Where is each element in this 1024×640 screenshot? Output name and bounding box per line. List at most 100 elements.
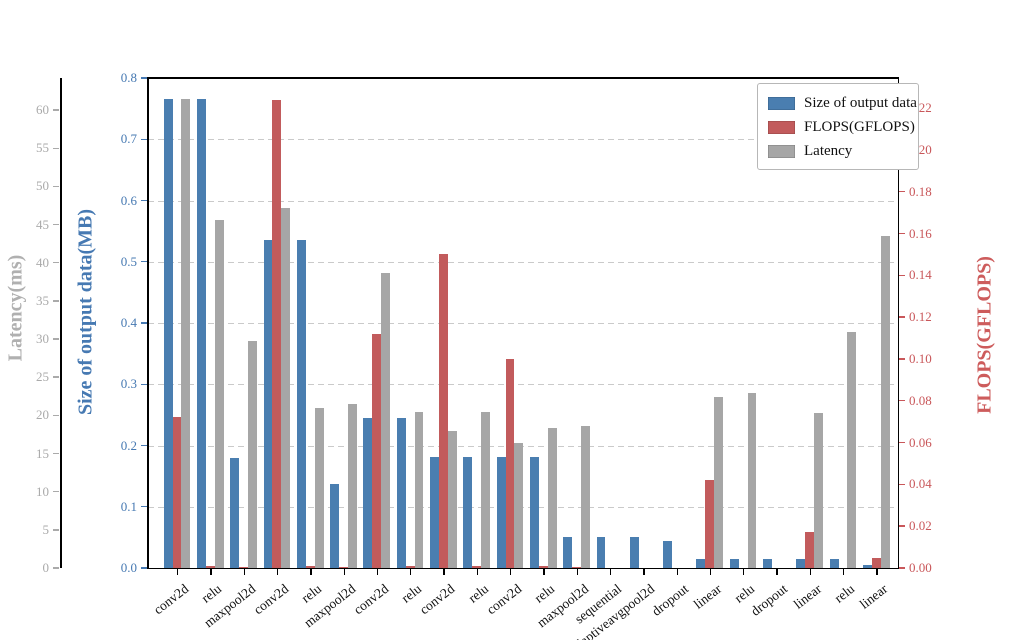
legend-label-latency: Latency bbox=[804, 142, 853, 159]
right-tick-mark bbox=[899, 274, 905, 277]
left_outer-tick-label: 50 bbox=[36, 178, 49, 194]
left_outer-tick-mark bbox=[53, 452, 59, 455]
x-tick-mark bbox=[809, 569, 812, 575]
x-tick-mark bbox=[876, 569, 878, 575]
left_inner-tick-label: 0.4 bbox=[120, 315, 137, 330]
right-tick-label: 0.02 bbox=[909, 518, 932, 534]
flops-series-swatch bbox=[768, 120, 795, 134]
left_outer-tick-mark bbox=[53, 262, 59, 264]
right-tick-label: 0.06 bbox=[909, 434, 932, 450]
right-tick-mark bbox=[899, 400, 905, 402]
left_inner-tick-label: 0.5 bbox=[120, 253, 137, 269]
bar-size-of-output-data-relu-2 bbox=[196, 99, 206, 568]
left_outer-tick-label: 30 bbox=[36, 331, 49, 347]
left_outer-tick-label: 35 bbox=[36, 292, 49, 308]
bar-latency-relu-2 bbox=[214, 219, 224, 568]
left_outer-tick-label: 45 bbox=[36, 216, 49, 232]
bar-latency-maxpool2d-6 bbox=[347, 403, 357, 568]
bar-size-of-output-data-relu-8 bbox=[396, 417, 406, 568]
bar-size-of-output-data-dropout-19 bbox=[763, 558, 772, 568]
left_inner-tick-label: 0.6 bbox=[120, 192, 137, 208]
legend-item-flops: FLOPS(GFLOPS) bbox=[768, 115, 915, 139]
left_inner-tick-label: 0.1 bbox=[120, 498, 137, 514]
right-tick-label: 0.08 bbox=[909, 392, 932, 408]
bar-latency-linear-22 bbox=[880, 235, 890, 568]
right-tick-label: 0.18 bbox=[909, 183, 932, 199]
left_inner-tick-label: 0.7 bbox=[120, 131, 137, 147]
left_outer-tick-label: 20 bbox=[36, 407, 49, 423]
x-tick-mark bbox=[443, 569, 445, 575]
x-tick-mark bbox=[743, 569, 745, 575]
left_outer-tick-label: 5 bbox=[42, 521, 50, 537]
bar-flops-gflops-conv2d-4 bbox=[272, 99, 282, 568]
x-tick-mark bbox=[843, 569, 845, 575]
left_outer-tick-label: 40 bbox=[36, 254, 49, 270]
bar-size-of-output-data-adaptiveavgpool2d-15 bbox=[629, 537, 639, 568]
left_outer-tick-mark bbox=[53, 376, 59, 378]
latency-axis-spine bbox=[60, 78, 62, 568]
legend: Size of output data FLOPS(GFLOPS) Latenc… bbox=[757, 83, 919, 170]
left_inner-tick-mark bbox=[141, 322, 147, 324]
x-tick-mark bbox=[343, 569, 345, 575]
bar-size-of-output-data-maxpool2d-13 bbox=[563, 537, 573, 568]
right-tick-mark bbox=[899, 191, 905, 193]
bar-size-of-output-data-sequential-14 bbox=[596, 537, 606, 568]
bar-flops-gflops-maxpool2d-3 bbox=[239, 566, 249, 568]
legend-item-latency: Latency bbox=[768, 139, 908, 163]
bar-flops-gflops-conv2d-1 bbox=[172, 417, 182, 568]
bar-size-of-output-data-conv2d-1 bbox=[163, 99, 173, 568]
plot-spine-bottom bbox=[147, 567, 899, 570]
bar-flops-gflops-maxpool2d-13 bbox=[572, 566, 582, 568]
left_outer-tick-mark bbox=[53, 490, 59, 493]
x-tick-mark bbox=[410, 569, 412, 575]
left_outer-tick-mark bbox=[53, 300, 59, 302]
left_inner-tick-mark bbox=[141, 138, 147, 140]
x-tick-mark bbox=[543, 569, 545, 575]
bar-size-of-output-data-relu-10 bbox=[463, 456, 473, 568]
x-tick-mark bbox=[510, 569, 512, 575]
bar-latency-conv2d-11 bbox=[514, 442, 524, 568]
legend-item-size: Size of output data bbox=[768, 91, 917, 115]
right-tick-label: 0.14 bbox=[909, 267, 932, 283]
bar-size-of-output-data-relu-18 bbox=[729, 558, 739, 568]
bar-latency-relu-5 bbox=[314, 407, 324, 568]
bar-flops-gflops-relu-10 bbox=[472, 565, 482, 568]
plot-spine-left bbox=[147, 77, 149, 569]
left_inner-tick-mark bbox=[141, 199, 147, 202]
left_outer-tick-mark bbox=[53, 338, 59, 340]
bar-size-of-output-data-relu-5 bbox=[296, 240, 306, 568]
legend-label-size: Size of output data bbox=[804, 94, 917, 111]
plot-spine-right bbox=[897, 77, 900, 569]
x-tick-mark bbox=[776, 569, 778, 575]
right-tick-mark bbox=[899, 232, 905, 235]
right-tick-mark bbox=[899, 441, 905, 444]
right-tick-label: 0.10 bbox=[909, 350, 932, 366]
gridline bbox=[148, 384, 898, 386]
left_inner-tick-mark bbox=[141, 383, 147, 385]
left_inner-tick-label: 0.0 bbox=[120, 560, 137, 575]
bar-flops-gflops-conv2d-7 bbox=[372, 333, 382, 568]
left_outer-tick-mark bbox=[53, 567, 59, 569]
x-tick-mark bbox=[210, 569, 212, 575]
left_inner-tick-mark bbox=[141, 506, 147, 508]
bar-flops-gflops-relu-2 bbox=[205, 565, 215, 568]
right-tick-label: 0.00 bbox=[909, 560, 932, 575]
bar-size-of-output-data-linear-20 bbox=[796, 558, 806, 568]
bar-latency-relu-8 bbox=[414, 411, 424, 568]
gridline bbox=[148, 139, 898, 141]
left_outer-tick-label: 25 bbox=[36, 369, 49, 385]
bar-flops-gflops-relu-12 bbox=[538, 565, 548, 568]
left_outer-tick-mark bbox=[53, 109, 59, 111]
x-tick-mark bbox=[643, 569, 645, 575]
left_inner-tick-mark bbox=[141, 77, 147, 79]
x-tick-mark bbox=[243, 569, 245, 575]
bar-latency-conv2d-9 bbox=[447, 430, 457, 568]
bar-flops-gflops-conv2d-9 bbox=[438, 254, 448, 568]
bar-latency-relu-10 bbox=[481, 411, 491, 568]
bar-size-of-output-data-relu-12 bbox=[529, 456, 539, 568]
right-tick-label: 0.12 bbox=[909, 309, 932, 325]
left_outer-tick-label: 15 bbox=[36, 445, 49, 461]
gridline bbox=[148, 323, 898, 324]
bar-latency-maxpool2d-13 bbox=[581, 426, 590, 568]
bar-latency-conv2d-4 bbox=[281, 207, 291, 568]
